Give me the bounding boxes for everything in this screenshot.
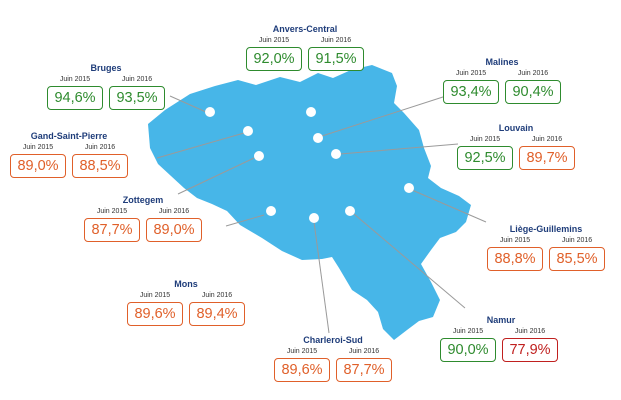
year-label-2016: Juin 2016 — [201, 292, 233, 299]
station-name: Charleroi-Sud — [303, 335, 363, 345]
value-2015: 93,4% — [443, 80, 499, 104]
year-label-2016: Juin 2016 — [514, 328, 546, 335]
station-dot-zottegem — [254, 151, 264, 161]
year-label-2015: Juin 2015 — [258, 37, 290, 44]
station-dot-charleroi-sud — [309, 213, 319, 223]
value-2016: 87,7% — [336, 358, 392, 382]
connector-gand-saint-pierre — [156, 132, 245, 159]
year-label-2015: Juin 2015 — [22, 144, 54, 151]
year-label-2016: Juin 2016 — [531, 136, 563, 143]
year-label-2015: Juin 2015 — [286, 348, 318, 355]
station-dot-louvain — [331, 149, 341, 159]
connector-lines — [156, 95, 487, 334]
value-2015: 92,0% — [246, 47, 302, 71]
value-2015: 89,0% — [10, 154, 66, 178]
station-name: Zottegem — [122, 195, 164, 205]
station-dots — [205, 107, 414, 223]
connector-zottegem — [177, 157, 255, 195]
year-label-2016: Juin 2016 — [517, 70, 549, 77]
value-2016: 91,5% — [308, 47, 364, 71]
value-2016: 89,4% — [189, 302, 245, 326]
connector-charleroi-sud — [313, 221, 330, 334]
value-2015: 87,7% — [84, 218, 140, 242]
connector-liege-guillemins — [411, 189, 487, 223]
station-dot-gand-saint-pierre — [243, 126, 253, 136]
year-label-2016: Juin 2016 — [348, 348, 380, 355]
station-name: Namur — [486, 315, 516, 325]
year-label-2015: Juin 2015 — [455, 70, 487, 77]
station-name: Malines — [485, 57, 519, 67]
station-name: Gand-Saint-Pierre — [30, 131, 108, 141]
year-label-2016: Juin 2016 — [84, 144, 116, 151]
station-dot-namur — [345, 206, 355, 216]
station-dot-mons — [266, 206, 276, 216]
value-2016: 93,5% — [109, 86, 165, 110]
station-dot-malines — [313, 133, 323, 143]
year-label-2015: Juin 2015 — [96, 208, 128, 215]
value-2016: 85,5% — [549, 247, 605, 271]
connector-namur — [353, 213, 466, 309]
year-label-2015: Juin 2015 — [499, 237, 531, 244]
value-2015: 92,5% — [457, 146, 513, 170]
year-label-2016: Juin 2016 — [320, 37, 352, 44]
station-name: Mons — [174, 279, 198, 289]
value-2015: 89,6% — [274, 358, 330, 382]
year-label-2015: Juin 2015 — [139, 292, 171, 299]
value-2016: 89,7% — [519, 146, 575, 170]
value-2016: 89,0% — [146, 218, 202, 242]
station-name: Liège-Guillemins — [509, 224, 583, 234]
value-2015: 90,0% — [440, 338, 496, 362]
year-label-2015: Juin 2015 — [469, 136, 501, 143]
value-2016: 77,9% — [502, 338, 558, 362]
station-dot-anvers-central — [306, 107, 316, 117]
station-name: Bruges — [90, 63, 122, 73]
belgium-outline — [148, 65, 471, 340]
connector-bruges — [169, 95, 207, 113]
year-label-2016: Juin 2016 — [561, 237, 593, 244]
year-label-2015: Juin 2015 — [59, 76, 91, 83]
connector-louvain — [339, 143, 459, 155]
year-label-2015: Juin 2015 — [452, 328, 484, 335]
value-2016: 90,4% — [505, 80, 561, 104]
value-2016: 88,5% — [72, 154, 128, 178]
connector-malines — [321, 95, 447, 137]
station-dot-liege-guillemins — [404, 183, 414, 193]
value-2015: 88,8% — [487, 247, 543, 271]
value-2015: 89,6% — [127, 302, 183, 326]
station-dot-bruges — [205, 107, 215, 117]
value-2015: 94,6% — [47, 86, 103, 110]
year-label-2016: Juin 2016 — [121, 76, 153, 83]
year-label-2016: Juin 2016 — [158, 208, 190, 215]
station-name: Louvain — [498, 123, 534, 133]
station-name: Anvers-Central — [272, 24, 338, 34]
connector-mons — [225, 214, 265, 227]
